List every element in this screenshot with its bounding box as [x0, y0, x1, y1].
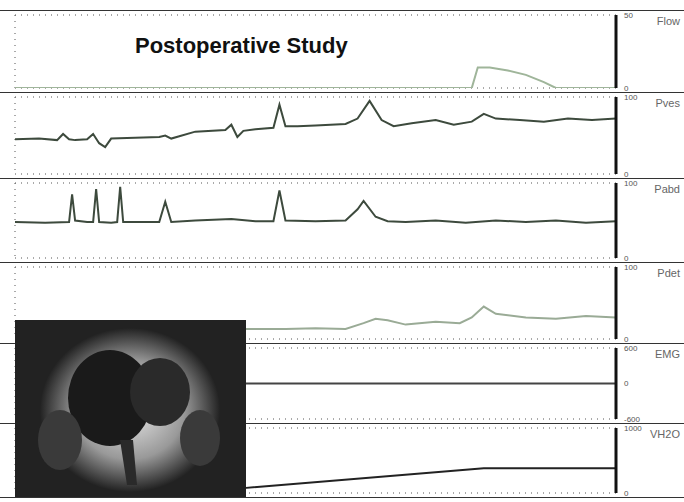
svg-text:100: 100: [624, 93, 638, 102]
svg-text:0: 0: [624, 489, 629, 497]
html-text:Pdet: Pdet: [657, 267, 680, 279]
svg-text:0: 0: [624, 254, 629, 262]
html-text:Flow: Flow: [656, 15, 680, 27]
svg-text:100: 100: [624, 263, 638, 272]
svg-text:0: 0: [624, 335, 629, 343]
svg-text:1000: 1000: [624, 424, 642, 433]
html-text:Pves: Pves: [655, 97, 680, 109]
svg-text:600: 600: [624, 344, 638, 353]
svg-text:0: 0: [624, 84, 629, 92]
svg-text:100: 100: [624, 179, 638, 188]
html-text:Pabd: Pabd: [654, 183, 680, 195]
html-text:EMG: EMG: [654, 348, 680, 360]
svg-text:-600: -600: [624, 415, 641, 423]
html-text:Postoperative Study: Postoperative Study: [135, 33, 348, 58]
svg-text:0: 0: [624, 170, 629, 178]
svg-text:50: 50: [624, 11, 633, 20]
svg-text:0: 0: [624, 379, 629, 388]
html-text:VH2O: VH2O: [650, 428, 680, 440]
